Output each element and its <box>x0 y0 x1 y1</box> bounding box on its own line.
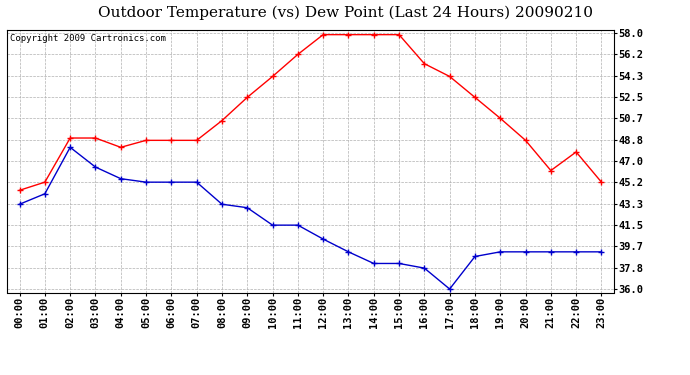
Text: Copyright 2009 Cartronics.com: Copyright 2009 Cartronics.com <box>10 34 166 43</box>
Text: Outdoor Temperature (vs) Dew Point (Last 24 Hours) 20090210: Outdoor Temperature (vs) Dew Point (Last… <box>97 6 593 20</box>
